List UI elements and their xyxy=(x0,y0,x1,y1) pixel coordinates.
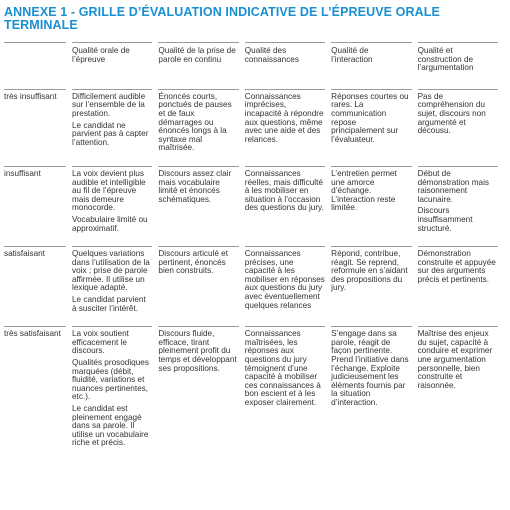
cell-paragraph: Énoncés courts, ponctués de pauses et de… xyxy=(158,91,232,153)
cell-paragraph: Le candidat ne parvient pas à capter l’a… xyxy=(72,120,149,147)
cell-paragraph: Répond, contribue, réagit. Se reprend, r… xyxy=(331,249,408,293)
cell-paragraph: Connaissances imprécises, incapacité à r… xyxy=(244,91,324,144)
cell: Discours fluide, efficace, tirant pleine… xyxy=(158,326,239,461)
cell-paragraph: Pas de compréhension du sujet, discours … xyxy=(417,91,486,136)
cell-paragraph: Réponses courtes ou rares. La communicat… xyxy=(331,91,409,144)
cell-paragraph: Difficilement audible sur l’ensemble de … xyxy=(72,91,146,118)
row: très insuffisant Difficilement audible su… xyxy=(4,88,498,166)
cell: Quelques variations dans l’utilisation d… xyxy=(72,246,153,326)
cell-paragraph: Vocabulaire limité ou approximatif. xyxy=(72,214,148,233)
cell-paragraph: Qualités prosodiques marquées (débit, fl… xyxy=(72,358,149,402)
level-label: très satisfaisant xyxy=(4,326,66,461)
cell: Pas de compréhension du sujet, discours … xyxy=(417,88,498,166)
cell: Répond, contribue, réagit. Se reprend, r… xyxy=(331,246,412,326)
column-header: Qualité des connaissances xyxy=(244,42,326,89)
row: satisfaisant Quelques variations dans l’u… xyxy=(4,246,498,326)
cell-paragraph: Le candidat parvient à susciter l’intérê… xyxy=(72,295,146,313)
cell-paragraph: L’entretien permet une amorce d’échange.… xyxy=(331,168,397,213)
row: très satisfaisant La voix soutient effica… xyxy=(4,326,498,461)
cell-paragraph: La voix soutient efficacement le discour… xyxy=(72,329,129,356)
cell: Discours assez clair mais vocabulaire li… xyxy=(158,165,239,246)
cell-paragraph: Démonstration construite et appuyée sur … xyxy=(417,249,496,284)
cell: Connaissances réelles, mais difficulté à… xyxy=(244,165,326,246)
level-label: insuffisant xyxy=(4,165,66,246)
cell: S’engage dans sa parole, réagit de façon… xyxy=(331,326,412,461)
header-row: Qualité orale de l’épreuve Qualité de la … xyxy=(4,42,498,89)
level-label: satisfaisant xyxy=(4,246,66,326)
cell-paragraph: Discours fluide, efficace, tirant pleine… xyxy=(158,329,237,373)
cell-paragraph: Discours assez clair mais vocabulaire li… xyxy=(158,168,232,204)
cell: La voix soutient efficacement le discour… xyxy=(72,326,153,461)
cell-paragraph: Connaissances précises, une capacité à l… xyxy=(244,249,325,310)
cell: Démonstration construite et appuyée sur … xyxy=(417,246,498,326)
cell: Début de démonstration mais raisonnement… xyxy=(417,165,498,246)
row: insuffisant La voix devient plus audible … xyxy=(4,165,498,246)
cell: Connaissances précises, une capacité à l… xyxy=(244,246,326,326)
cell-paragraph: Connaissances réelles, mais difficulté à… xyxy=(244,168,324,213)
cell: Maîtrise des enjeux du sujet, capacité à… xyxy=(417,326,498,461)
cell-paragraph: Maîtrise des enjeux du sujet, capacité à… xyxy=(417,329,493,390)
corner-cell xyxy=(4,42,66,89)
cell: La voix devient plus audible et intellig… xyxy=(72,165,153,246)
column-header: Qualité et construction de l’argumentati… xyxy=(417,42,498,89)
cell-paragraph: Quelques variations dans l’utilisation d… xyxy=(72,249,150,293)
cell: Connaissances imprécises, incapacité à r… xyxy=(244,88,326,166)
level-label: très insuffisant xyxy=(4,88,66,166)
cell: Discours articulé et pertinent, énoncés … xyxy=(158,246,239,326)
cell: Réponses courtes ou rares. La communicat… xyxy=(331,88,412,166)
evaluation-table: Qualité orale de l’épreuve Qualité de la … xyxy=(0,42,504,461)
cell: Connaissances maîtrisées, les réponses a… xyxy=(244,326,326,461)
title: ANNEXE 1 - GRILLE D’ÉVALUATION INDICATIV… xyxy=(4,5,440,32)
cell-paragraph: Le candidat est pleinement engagé dans s… xyxy=(72,404,149,448)
cell-paragraph: Discours insuffisamment structuré. xyxy=(417,206,473,233)
column-header: Qualité orale de l’épreuve xyxy=(72,42,153,89)
cell-paragraph: S’engage dans sa parole, réagit de façon… xyxy=(331,329,409,407)
cell-paragraph: Début de démonstration mais raisonnement… xyxy=(417,168,490,204)
cell-paragraph: Connaissances maîtrisées, les réponses a… xyxy=(244,329,321,407)
cell: Énoncés courts, ponctués de pauses et de… xyxy=(158,88,239,166)
column-header: Qualité de l’interaction xyxy=(331,42,412,89)
cell: Difficilement audible sur l’ensemble de … xyxy=(72,88,153,166)
cell-paragraph: Discours articulé et pertinent, énoncés … xyxy=(158,249,229,276)
cell: L’entretien permet une amorce d’échange.… xyxy=(331,165,412,246)
column-header: Qualité de la prise de parole en continu xyxy=(158,42,239,89)
cell-paragraph: La voix devient plus audible et intellig… xyxy=(72,168,146,213)
